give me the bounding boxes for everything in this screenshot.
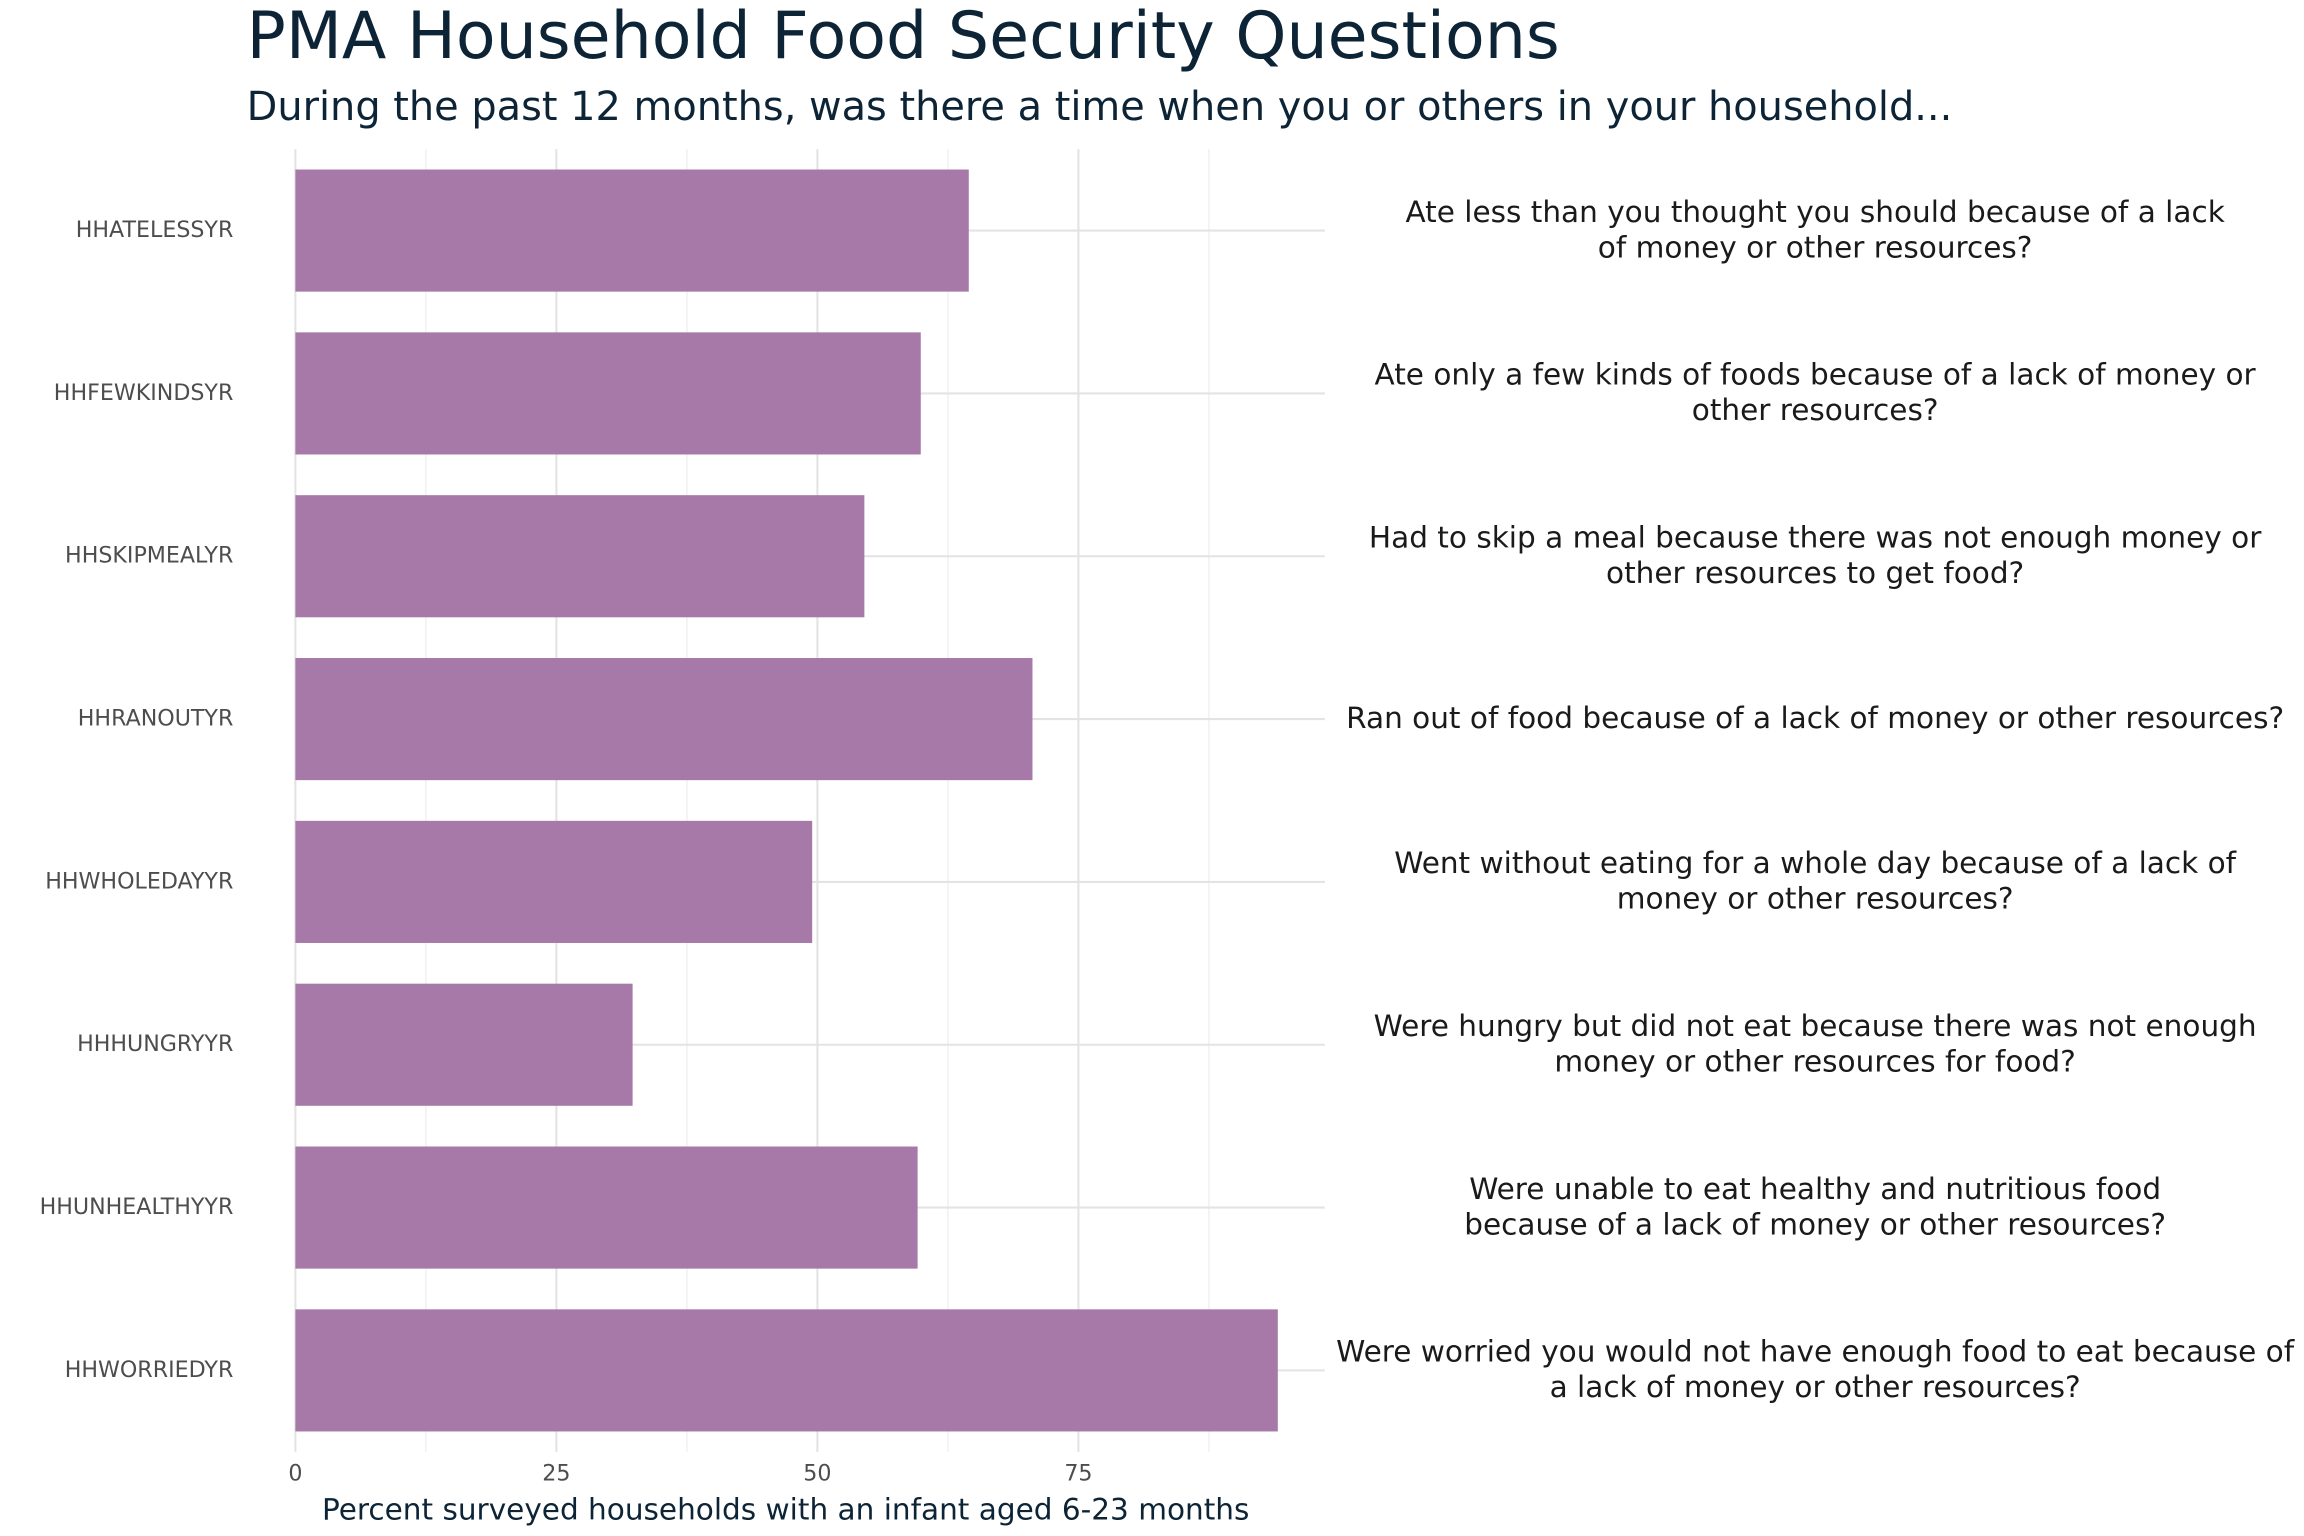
y-tick-label: HHWORRIEDYR <box>65 1357 234 1383</box>
bar <box>295 495 865 618</box>
question-line: of money or other resources? <box>1598 230 2033 264</box>
question-line: money or other resources? <box>1617 881 2014 915</box>
bar <box>295 169 969 292</box>
question-line: Were unable to eat healthy and nutritiou… <box>1469 1171 2161 1205</box>
y-tick-label: HHSKIPMEALYR <box>65 543 233 569</box>
question-line: because of a lack of money or other reso… <box>1464 1207 2166 1241</box>
bar <box>295 1146 918 1269</box>
x-axis-title: Percent surveyed households with an infa… <box>322 1492 1249 1526</box>
question-text: Were worried you would not have enough f… <box>1336 1334 2295 1403</box>
x-tick-label: 50 <box>803 1460 831 1486</box>
chart-subtitle: During the past 12 months, was there a t… <box>247 84 1953 130</box>
question-line: a lack of money or other resources? <box>1550 1370 2081 1404</box>
question-text: Ate only a few kinds of foods because of… <box>1375 357 2257 426</box>
bar <box>295 1309 1278 1432</box>
question-line: Ate only a few kinds of foods because of… <box>1375 357 2257 391</box>
question-text: Ran out of food because of a lack of mon… <box>1346 701 2284 735</box>
y-tick-label: HHATELESSYR <box>76 217 234 243</box>
y-tick-label: HHHUNGRYYR <box>77 1031 233 1057</box>
y-tick-label: HHFEWKINDSYR <box>54 380 234 406</box>
y-tick-label: HHUNHEALTHYYR <box>40 1194 234 1220</box>
question-line: money or other resources for food? <box>1554 1044 2075 1078</box>
question-text: Were unable to eat healthy and nutritiou… <box>1464 1171 2166 1240</box>
chart-title: PMA Household Food Security Questions <box>247 0 1560 74</box>
question-line: Ate less than you thought you should bec… <box>1405 194 2224 228</box>
bar <box>295 820 813 943</box>
question-line: Ran out of food because of a lack of mon… <box>1346 701 2284 735</box>
bar <box>295 983 633 1106</box>
question-line: other resources to get food? <box>1606 555 2024 589</box>
question-line: Were hungry but did not eat because ther… <box>1374 1009 2257 1043</box>
y-tick-label: HHRANOUTYR <box>78 706 234 732</box>
x-tick-label: 25 <box>542 1460 570 1486</box>
x-tick-label: 0 <box>288 1460 302 1486</box>
question-text: Were hungry but did not eat because ther… <box>1374 1009 2257 1078</box>
question-line: Went without eating for a whole day beca… <box>1394 846 2236 880</box>
question-line: other resources? <box>1692 393 1939 427</box>
question-text: Had to skip a meal because there was not… <box>1369 520 2262 589</box>
question-text: Ate less than you thought you should bec… <box>1405 194 2224 263</box>
x-tick-label: 75 <box>1064 1460 1092 1486</box>
question-text: Went without eating for a whole day beca… <box>1394 846 2236 915</box>
bar <box>295 332 921 455</box>
question-line: Were worried you would not have enough f… <box>1336 1334 2295 1368</box>
y-tick-label: HHWHOLEDAYYR <box>45 868 233 894</box>
question-line: Had to skip a meal because there was not… <box>1369 520 2262 554</box>
bar <box>295 658 1033 781</box>
